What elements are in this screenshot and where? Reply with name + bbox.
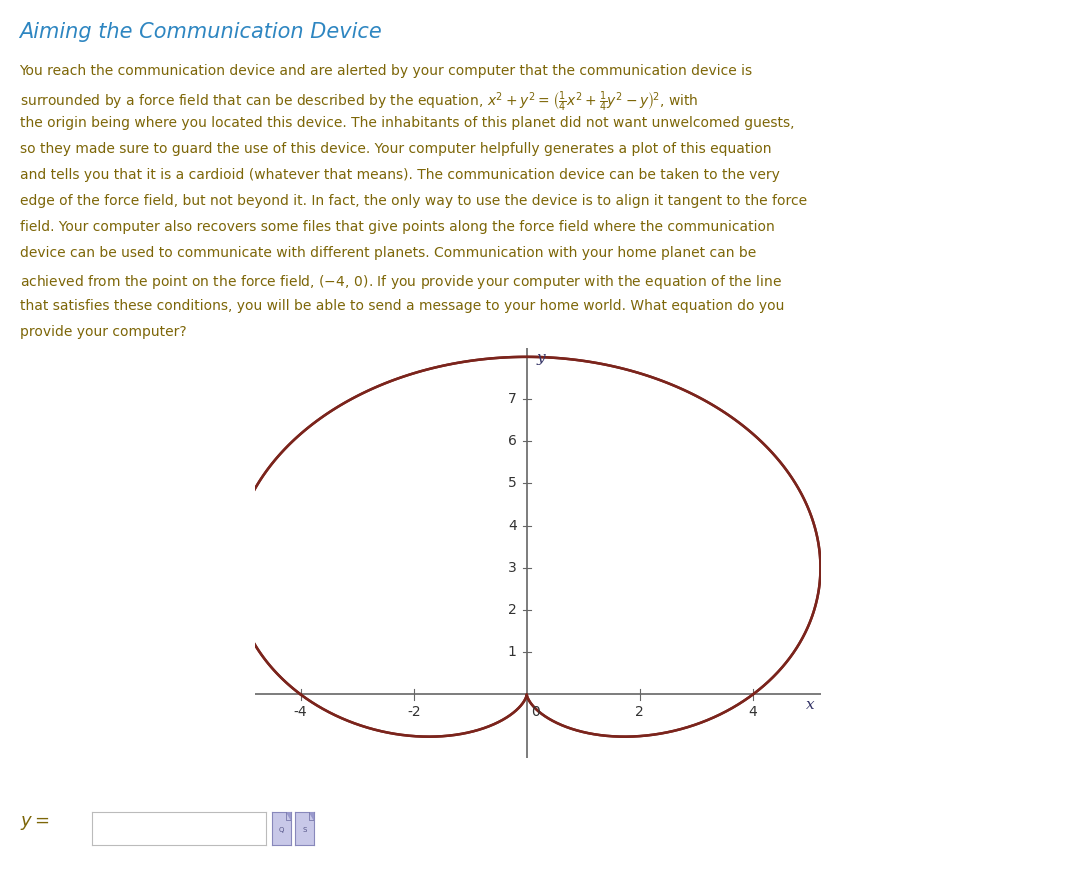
Text: 6: 6 <box>508 435 516 449</box>
Text: 0: 0 <box>532 705 540 719</box>
Text: 4: 4 <box>508 518 516 533</box>
Text: surrounded by a force field that can be described by the equation, $x^2 + y^2 = : surrounded by a force field that can be … <box>20 90 698 114</box>
Polygon shape <box>310 812 314 820</box>
Text: y: y <box>537 350 546 364</box>
Text: You reach the communication device and are alerted by your computer that the com: You reach the communication device and a… <box>20 64 752 78</box>
Text: -4: -4 <box>293 705 308 719</box>
Text: field. Your computer also recovers some files that give points along the force f: field. Your computer also recovers some … <box>20 220 774 234</box>
Text: 1: 1 <box>508 645 516 659</box>
Text: provide your computer?: provide your computer? <box>20 325 186 339</box>
Text: -2: -2 <box>407 705 421 719</box>
Text: 4: 4 <box>749 705 758 719</box>
Text: and tells you that it is a cardioid (whatever that means). The communication dev: and tells you that it is a cardioid (wha… <box>20 168 779 182</box>
Text: Q: Q <box>279 827 284 833</box>
Text: achieved from the point on the force field, $(-4,\,0)$. If you provide your comp: achieved from the point on the force fie… <box>20 273 782 291</box>
Text: edge of the force field, but not beyond it. In fact, the only way to use the dev: edge of the force field, but not beyond … <box>20 194 807 208</box>
Text: $y =$: $y =$ <box>20 814 49 832</box>
Text: so they made sure to guard the use of this device. Your computer helpfully gener: so they made sure to guard the use of th… <box>20 142 771 156</box>
Text: x: x <box>807 698 815 712</box>
Text: device can be used to communicate with different planets. Communication with you: device can be used to communicate with d… <box>20 246 755 260</box>
Text: S: S <box>302 827 307 833</box>
Text: that satisfies these conditions, you will be able to send a message to your home: that satisfies these conditions, you wil… <box>20 299 784 313</box>
Text: 3: 3 <box>508 561 516 575</box>
Text: 2: 2 <box>508 603 516 617</box>
Text: 2: 2 <box>636 705 645 719</box>
Text: the origin being where you located this device. The inhabitants of this planet d: the origin being where you located this … <box>20 116 795 130</box>
Text: 7: 7 <box>508 392 516 406</box>
Text: Aiming the Communication Device: Aiming the Communication Device <box>20 22 383 42</box>
Text: 5: 5 <box>508 476 516 490</box>
Polygon shape <box>287 812 291 820</box>
